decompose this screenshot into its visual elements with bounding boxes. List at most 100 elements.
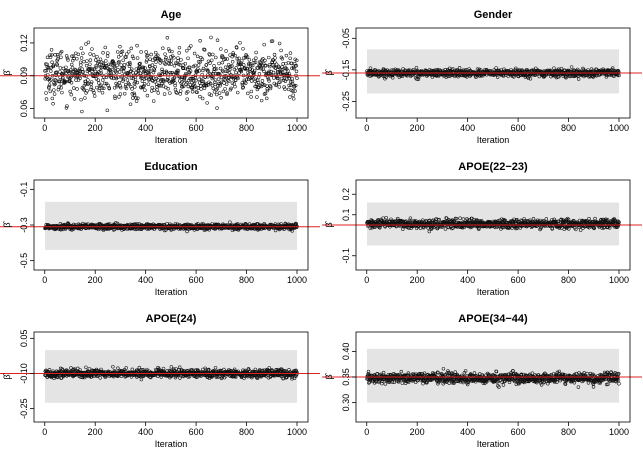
trace-point bbox=[216, 77, 221, 81]
trace-point bbox=[249, 79, 254, 83]
trace-point bbox=[144, 50, 148, 54]
trace-point bbox=[185, 97, 189, 101]
trace-point bbox=[233, 53, 237, 58]
trace-point bbox=[282, 85, 286, 89]
trace-point bbox=[256, 66, 260, 70]
trace-point bbox=[129, 69, 133, 73]
trace-point bbox=[101, 78, 105, 82]
trace-point bbox=[208, 81, 213, 86]
trace-point bbox=[192, 51, 197, 56]
trace-point bbox=[263, 58, 267, 63]
trace-point bbox=[173, 61, 178, 65]
trace-point bbox=[110, 59, 115, 63]
x-axis-label: Iteration bbox=[477, 287, 510, 297]
trace-point bbox=[395, 73, 399, 77]
trace-point bbox=[162, 79, 166, 84]
trace-point bbox=[91, 53, 96, 57]
trace-point bbox=[292, 66, 296, 71]
trace-point bbox=[231, 51, 235, 55]
trace-point bbox=[204, 83, 209, 88]
trace-point bbox=[135, 43, 139, 48]
plot-frame bbox=[33, 27, 309, 119]
trace-point bbox=[125, 78, 130, 82]
trace-point bbox=[97, 81, 101, 85]
trace-point bbox=[100, 73, 104, 77]
trace-point bbox=[264, 63, 268, 68]
trace-point bbox=[175, 91, 179, 95]
trace-point bbox=[66, 58, 70, 62]
trace-point bbox=[80, 70, 85, 74]
trace-point bbox=[185, 49, 189, 53]
y-tick-label: -0.1 bbox=[19, 182, 29, 198]
trace-point bbox=[86, 78, 90, 82]
trace-point bbox=[262, 42, 266, 47]
trace-point bbox=[248, 67, 253, 71]
trace-point bbox=[120, 49, 125, 54]
trace-point bbox=[253, 60, 258, 64]
trace-point bbox=[161, 46, 165, 50]
trace-point bbox=[61, 76, 65, 80]
trace-point bbox=[64, 106, 69, 110]
trace-point bbox=[200, 96, 205, 101]
trace-point bbox=[268, 86, 273, 91]
trace-point bbox=[51, 63, 56, 67]
trace-point bbox=[277, 65, 281, 70]
trace-point bbox=[167, 58, 172, 63]
trace-point bbox=[234, 66, 238, 70]
trace-point bbox=[223, 57, 228, 61]
trace-point bbox=[52, 92, 57, 96]
trace-point bbox=[212, 90, 217, 94]
trace-point bbox=[57, 79, 62, 84]
trace-point bbox=[276, 76, 280, 81]
trace-point bbox=[213, 82, 217, 87]
trace-point bbox=[198, 39, 202, 43]
panel-title: Education bbox=[144, 161, 197, 173]
trace-point bbox=[211, 52, 215, 57]
trace-point bbox=[206, 69, 210, 73]
trace-point bbox=[137, 66, 141, 71]
trace-point bbox=[210, 83, 215, 88]
trace-point bbox=[52, 88, 56, 92]
x-tick-label: 800 bbox=[239, 123, 254, 133]
trace-point bbox=[183, 66, 188, 71]
trace-point bbox=[178, 92, 182, 96]
x-axis-label: Iteration bbox=[155, 135, 188, 145]
trace-point bbox=[79, 56, 84, 60]
trace-point bbox=[239, 67, 244, 72]
y-tick-label: -0.15 bbox=[341, 60, 351, 81]
trace-point bbox=[143, 69, 148, 74]
trace-point bbox=[140, 79, 145, 83]
trace-point bbox=[122, 63, 127, 67]
trace-point bbox=[113, 66, 118, 70]
trace-point bbox=[213, 78, 218, 82]
trace-point bbox=[116, 67, 120, 72]
trace-points bbox=[43, 35, 299, 114]
panel-2: 0 200 400 600 800 1000-0.25-0.15-0.05GenderIt… bbox=[322, 9, 642, 145]
trace-point bbox=[214, 71, 218, 76]
trace-point bbox=[69, 92, 73, 97]
trace-point bbox=[141, 85, 145, 89]
trace-point bbox=[214, 55, 218, 60]
trace-point bbox=[107, 86, 112, 91]
trace-point bbox=[427, 68, 432, 72]
trace-point bbox=[95, 54, 99, 59]
y-tick-label: 0.09 bbox=[19, 67, 29, 85]
trace-point bbox=[104, 59, 108, 63]
trace-point bbox=[58, 75, 62, 80]
trace-point bbox=[278, 80, 282, 84]
trace-point bbox=[288, 95, 292, 99]
trace-point bbox=[295, 58, 299, 63]
trace-point bbox=[267, 55, 271, 60]
trace-point bbox=[56, 54, 60, 59]
trace-point bbox=[279, 48, 283, 53]
x-axis-label: Iteration bbox=[155, 287, 188, 297]
trace-point bbox=[254, 82, 259, 86]
trace-point bbox=[144, 60, 149, 64]
trace-point bbox=[188, 69, 193, 73]
trace-point bbox=[216, 83, 220, 88]
trace-point bbox=[119, 63, 123, 67]
trace-point bbox=[176, 69, 181, 73]
trace-point bbox=[160, 69, 165, 74]
trace-point bbox=[267, 79, 271, 83]
trace-point bbox=[142, 82, 147, 86]
